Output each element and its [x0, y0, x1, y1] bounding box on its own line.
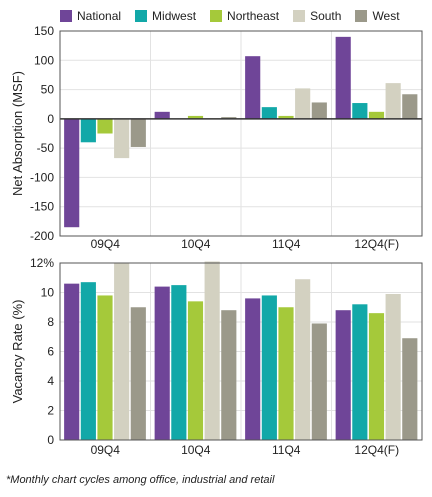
- legend-swatch-national: [60, 10, 72, 22]
- bar-midwest-10q4: [171, 285, 187, 440]
- bar-west-11q4: [311, 102, 327, 119]
- legend-swatch-south: [293, 10, 306, 22]
- legend-item-south: South: [293, 9, 341, 23]
- bar-west-11q4: [311, 323, 327, 440]
- legend-item-national: National: [60, 9, 121, 23]
- bar-south-09q4: [114, 263, 130, 440]
- x-tick-label-09q4: 09Q4: [91, 237, 121, 251]
- bar-national-09q4: [64, 283, 80, 440]
- legend-item-midwest: Midwest: [135, 9, 196, 23]
- legend-label-national: National: [77, 9, 122, 23]
- bar-west-12q4-f: [402, 94, 418, 119]
- legend-item-west: West: [355, 9, 400, 23]
- bar-midwest-11q4: [261, 295, 277, 440]
- bar-south-09q4: [114, 118, 130, 159]
- bar-midwest-12q4-f: [352, 304, 368, 440]
- bar-south-11q4: [295, 279, 311, 440]
- y-axis-label: Net Absorption (MSF): [10, 71, 25, 196]
- y-tick-label: 0: [47, 433, 54, 447]
- bar-west-09q4: [130, 118, 146, 147]
- y-tick-label: 4: [47, 374, 54, 388]
- x-tick-label-12q4-f: 12Q4(F): [354, 237, 399, 251]
- bar-south-11q4: [295, 88, 311, 119]
- bar-northeast-10q4: [187, 115, 204, 119]
- y-axis-label: Vacancy Rate (%): [10, 300, 25, 404]
- legend-swatch-west: [355, 10, 368, 22]
- y-tick-label: 10: [41, 286, 55, 300]
- legend-item-northeast: Northeast: [210, 9, 279, 23]
- legend-label-northeast: Northeast: [227, 9, 280, 23]
- bar-west-10q4: [221, 117, 237, 119]
- y-tick-label: 2: [47, 404, 54, 418]
- y-tick-label: 50: [41, 83, 55, 97]
- bar-northeast-10q4: [187, 301, 204, 440]
- y-tick-label: 100: [34, 53, 54, 67]
- y-tick-label: 0: [47, 112, 54, 126]
- x-tick-label-10q4: 10Q4: [181, 443, 211, 457]
- y-tick-label: -50: [37, 141, 55, 155]
- x-tick-label-09q4: 09Q4: [91, 443, 121, 457]
- y-tick-label: 6: [47, 345, 54, 359]
- bar-west-09q4: [130, 307, 146, 440]
- legend-swatch-midwest: [135, 10, 148, 22]
- legend: National Midwest Northeast South West: [60, 6, 400, 26]
- bar-northeast-12q4-f: [368, 313, 385, 440]
- bar-national-11q4: [245, 56, 261, 119]
- y-tick-label: -200: [30, 229, 54, 243]
- legend-label-west: West: [372, 9, 400, 23]
- plot-frame: [59, 262, 423, 441]
- bar-midwest-09q4: [80, 282, 96, 440]
- bar-south-10q4: [204, 261, 220, 440]
- bar-national-11q4: [245, 298, 261, 440]
- legend-swatch-northeast: [210, 10, 223, 22]
- chart-panel-1: -200 -150 -100 -50 0 50 100 150 09Q4 10Q4 11Q4 12Q4…: [10, 24, 423, 251]
- bar-northeast-09q4: [97, 295, 113, 440]
- bar-west-10q4: [221, 310, 237, 440]
- bar-national-12q4-f: [335, 310, 351, 440]
- bar-midwest-11q4: [261, 107, 277, 119]
- bar-midwest-09q4: [80, 118, 96, 143]
- bar-national-10q4: [154, 286, 170, 440]
- footnote: *Monthly chart cycles among office, indu…: [6, 474, 275, 486]
- bar-northeast-11q4: [278, 307, 294, 440]
- x-tick-label-11q4: 11Q4: [272, 237, 301, 251]
- chart-panel-2: 0 2 4 6 8 10 12% 09Q4 10Q4 11Q4 12Q4(F) Vacancy Rat…: [10, 256, 423, 457]
- plot-frame: [59, 30, 423, 237]
- x-tick-label-11q4: 11Q4: [272, 443, 301, 457]
- legend-label-midwest: Midwest: [152, 9, 197, 23]
- y-tick-label: 150: [34, 24, 54, 38]
- bar-midwest-12q4-f: [352, 103, 368, 119]
- bar-west-12q4-f: [402, 338, 418, 440]
- y-tick-label: -100: [30, 170, 54, 184]
- bar-national-12q4-f: [335, 36, 351, 119]
- bar-national-10q4: [154, 111, 170, 119]
- x-tick-label-10q4: 10Q4: [181, 237, 211, 251]
- bar-south-12q4-f: [385, 293, 401, 440]
- bar-northeast-09q4: [97, 118, 113, 134]
- x-tick-label-12q4-f: 12Q4(F): [354, 443, 399, 457]
- legend-label-south: South: [310, 9, 342, 23]
- y-tick-label: 8: [47, 315, 54, 329]
- bar-northeast-11q4: [278, 115, 294, 119]
- bar-south-12q4-f: [385, 83, 401, 119]
- y-tick-label: -150: [30, 200, 54, 214]
- bar-national-09q4: [64, 118, 80, 228]
- y-tick-label: 12%: [30, 256, 54, 270]
- bar-northeast-12q4-f: [368, 111, 385, 119]
